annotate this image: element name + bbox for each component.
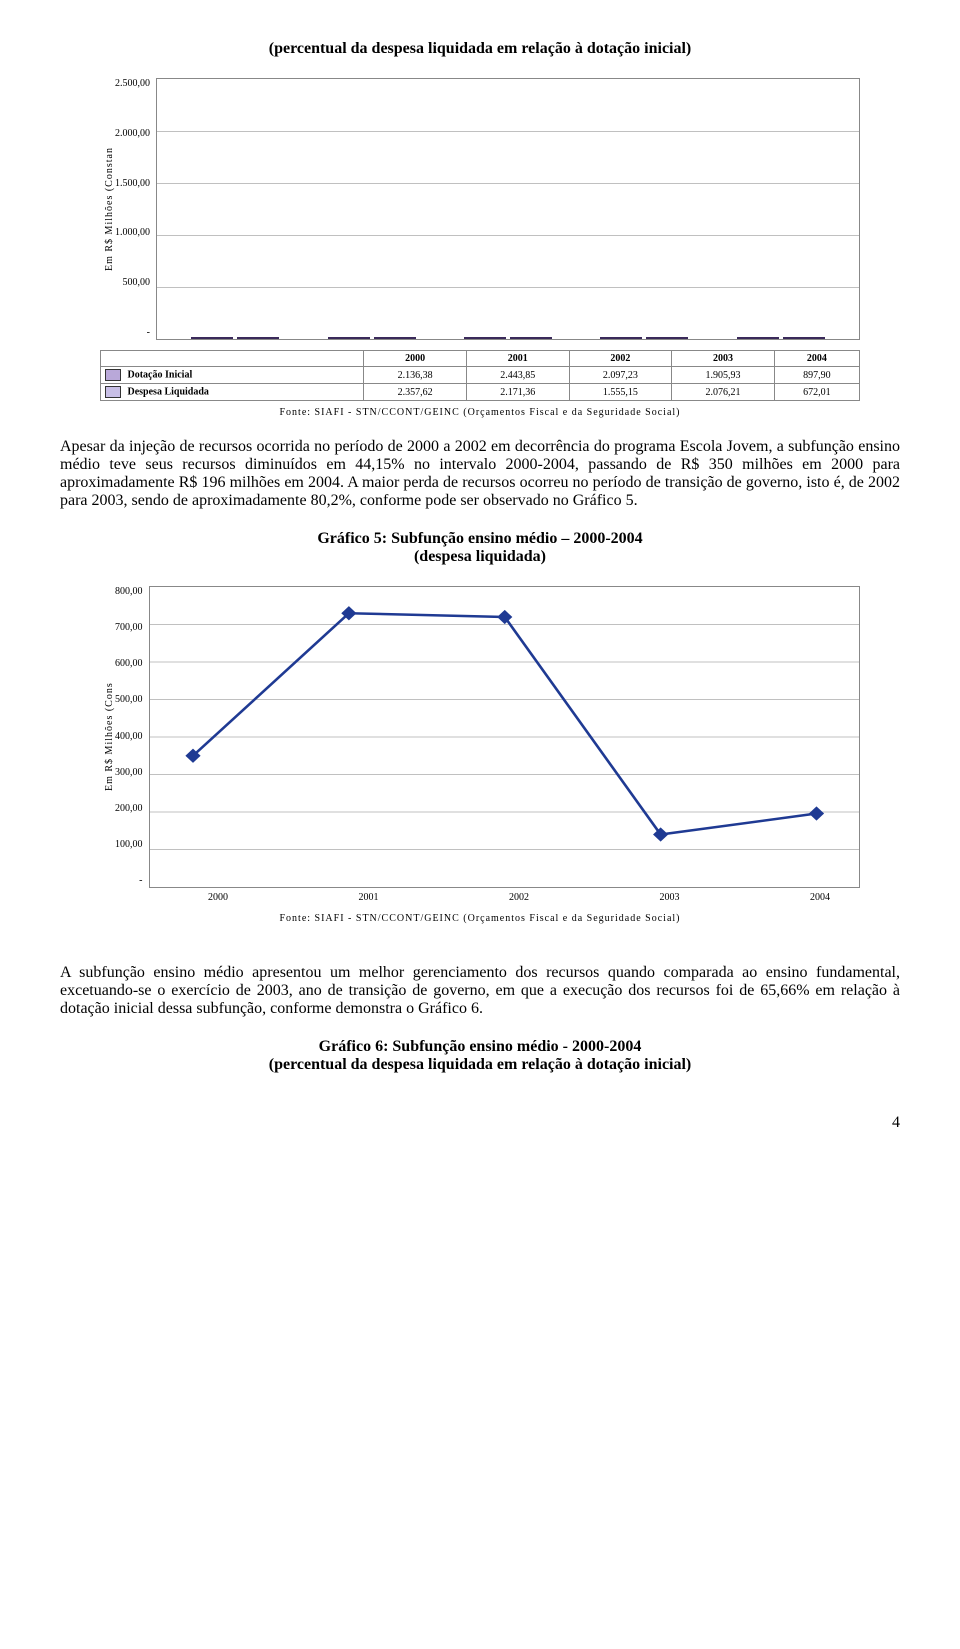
table-row-header: Despesa Liquidada — [101, 384, 364, 401]
table-header: 2004 — [774, 351, 859, 367]
table-cell: 2.443,85 — [466, 367, 569, 384]
table-header: 2001 — [466, 351, 569, 367]
table-cell: 2.097,23 — [569, 367, 672, 384]
chart2-x-ticks: 20002001200220032004 — [178, 888, 860, 903]
chart1-y-axis-label: Em R$ Milhões (Constan — [100, 78, 115, 340]
chart3-title-line2: (percentual da despesa liquidada em rela… — [269, 1056, 692, 1073]
chart2-source: Fonte: SIAFI - STN/CCONT/GEINC (Orçament… — [60, 913, 900, 924]
chart1-source: Fonte: SIAFI - STN/CCONT/GEINC (Orçament… — [60, 407, 900, 418]
table-cell: 2.357,62 — [364, 384, 467, 401]
legend-swatch — [105, 369, 121, 381]
chart2-y-ticks: 800,00700,00600,00500,00400,00300,00200,… — [115, 586, 149, 886]
table-cell: 2.076,21 — [672, 384, 775, 401]
chart1-title: (percentual da despesa liquidada em rela… — [60, 40, 900, 58]
table-cell: 672,01 — [774, 384, 859, 401]
paragraph-1: Apesar da injeção de recursos ocorrida n… — [60, 438, 900, 510]
table-cell: 897,90 — [774, 367, 859, 384]
table-cell: 2.136,38 — [364, 367, 467, 384]
chart1-y-ticks: 2.500,002.000,001.500,001.000,00500,00- — [115, 78, 156, 338]
table-cell: 1.905,93 — [672, 367, 775, 384]
chart2-plot-area — [149, 586, 861, 888]
chart3-title: Gráfico 6: Subfunção ensino médio - 2000… — [60, 1038, 900, 1074]
table-header: 2000 — [364, 351, 467, 367]
chart1-plot-area — [156, 78, 860, 340]
chart2-y-axis-label: Em R$ Milhões (Cons — [100, 586, 115, 888]
table-header: 2003 — [672, 351, 775, 367]
table-cell: 2.171,36 — [466, 384, 569, 401]
table-header: 2002 — [569, 351, 672, 367]
table-row-header: Dotação Inicial — [101, 367, 364, 384]
series-name: Dotação Inicial — [128, 369, 193, 380]
series-name: Despesa Liquidada — [128, 386, 209, 397]
table-cell: 1.555,15 — [569, 384, 672, 401]
chart1-data-table: 2000 2001 2002 2003 2004 Dotação Inicial… — [100, 350, 860, 401]
chart2-title-line2: (despesa liquidada) — [414, 548, 546, 565]
page-number: 4 — [60, 1114, 900, 1132]
chart2-title-line1: Gráfico 5: Subfunção ensino médio – 2000… — [317, 530, 642, 547]
chart3-title-line1: Gráfico 6: Subfunção ensino médio - 2000… — [319, 1038, 642, 1055]
chart2-container: Em R$ Milhões (Cons 800,00700,00600,0050… — [100, 586, 860, 903]
paragraph-2: A subfunção ensino médio apresentou um m… — [60, 964, 900, 1018]
chart1-container: Em R$ Milhões (Constan 2.500,002.000,001… — [100, 78, 860, 340]
chart2-title: Gráfico 5: Subfunção ensino médio – 2000… — [60, 530, 900, 566]
legend-swatch — [105, 386, 121, 398]
